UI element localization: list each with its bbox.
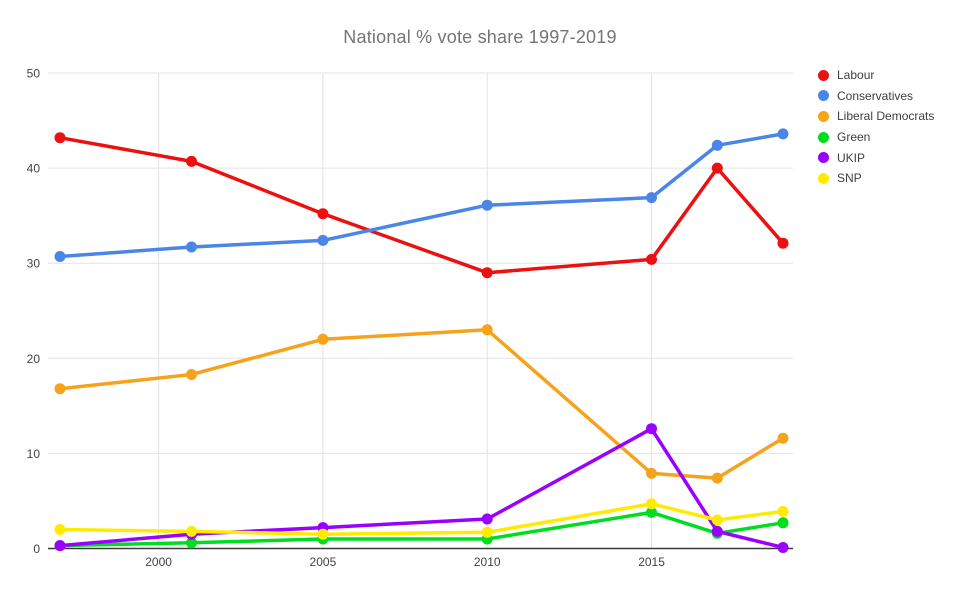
data-point-conservatives-2010[interactable] bbox=[481, 199, 493, 211]
data-point-snp-2017[interactable] bbox=[711, 514, 723, 526]
data-point-snp-1997[interactable] bbox=[54, 524, 66, 535]
y-tick-label-0: 0 bbox=[33, 542, 40, 556]
data-point-snp-2005[interactable] bbox=[317, 528, 329, 540]
data-point-ukip-2017[interactable] bbox=[711, 525, 723, 537]
legend-label-ukip: UKIP bbox=[837, 150, 866, 165]
legend-swatch-icon-snp bbox=[818, 172, 829, 184]
legend-swatch-icon-labour bbox=[818, 69, 829, 81]
legend-label-liberal-democrats: Liberal Democrats bbox=[837, 109, 935, 124]
series-line-labour bbox=[58, 135, 785, 275]
data-point-labour-1997[interactable] bbox=[54, 132, 66, 144]
legend-item-liberal-democrats: Liberal Democrats bbox=[818, 106, 958, 127]
data-point-liberal-democrats-2017[interactable] bbox=[711, 472, 723, 484]
data-point-ukip-2010[interactable] bbox=[481, 513, 493, 525]
data-point-green-2001[interactable] bbox=[186, 537, 197, 549]
data-point-liberal-democrats-2019[interactable] bbox=[777, 432, 789, 444]
data-point-liberal-democrats-2001[interactable] bbox=[186, 369, 197, 380]
data-point-conservatives-2005[interactable] bbox=[317, 234, 329, 246]
legend: Labour Conservatives Liberal Democrats Gree… bbox=[818, 65, 958, 189]
x-tick-label-2015: 2015 bbox=[638, 555, 665, 569]
legend-label-conservatives: Conservatives bbox=[837, 88, 914, 103]
data-point-liberal-democrats-1997[interactable] bbox=[54, 383, 66, 395]
data-point-snp-2010[interactable] bbox=[481, 526, 493, 538]
data-point-ukip-1997[interactable] bbox=[54, 540, 66, 552]
data-point-labour-2005[interactable] bbox=[317, 208, 329, 220]
chart-title: National % vote share 1997-2019 bbox=[343, 27, 617, 47]
legend-item-ukip: UKIP bbox=[818, 147, 958, 168]
data-point-green-2019[interactable] bbox=[777, 517, 789, 529]
data-point-conservatives-2019[interactable] bbox=[777, 128, 789, 140]
data-point-labour-2019[interactable] bbox=[777, 237, 789, 249]
y-tick-label-30: 30 bbox=[27, 257, 41, 271]
x-tick-label-2005: 2005 bbox=[310, 555, 337, 569]
legend-label-snp: SNP bbox=[837, 171, 862, 186]
series-line-green bbox=[58, 510, 785, 548]
y-tick-label-40: 40 bbox=[27, 162, 41, 176]
y-tick-label-50: 50 bbox=[27, 67, 41, 81]
data-point-labour-2010[interactable] bbox=[481, 267, 493, 279]
legend-item-labour: Labour bbox=[818, 65, 958, 86]
y-tick-label-10: 10 bbox=[27, 447, 41, 461]
legend-item-green: Green bbox=[818, 127, 958, 148]
data-point-labour-2015[interactable] bbox=[646, 253, 657, 265]
data-point-ukip-2019[interactable] bbox=[777, 542, 789, 553]
data-point-snp-2019[interactable] bbox=[777, 505, 789, 517]
y-tick-label-20: 20 bbox=[27, 352, 41, 366]
series-line-conservatives bbox=[58, 132, 785, 259]
x-tick-label-2000: 2000 bbox=[145, 555, 172, 569]
data-point-ukip-2015[interactable] bbox=[646, 423, 657, 435]
x-tick-label-2010: 2010 bbox=[474, 555, 501, 569]
data-point-liberal-democrats-2010[interactable] bbox=[481, 324, 493, 336]
data-point-snp-2015[interactable] bbox=[646, 498, 657, 510]
legend-swatch-icon-liberal-democrats bbox=[818, 110, 829, 122]
legend-label-labour: Labour bbox=[837, 68, 875, 83]
legend-swatch-icon-conservatives bbox=[818, 90, 829, 102]
data-point-conservatives-2015[interactable] bbox=[646, 192, 657, 204]
data-point-conservatives-1997[interactable] bbox=[54, 251, 66, 262]
legend-swatch-icon-ukip bbox=[818, 152, 829, 164]
data-point-conservatives-2001[interactable] bbox=[186, 241, 197, 253]
legend-swatch-icon-green bbox=[818, 131, 829, 143]
data-point-conservatives-2017[interactable] bbox=[711, 139, 723, 151]
data-point-labour-2017[interactable] bbox=[711, 162, 723, 174]
series-line-liberal-democrats bbox=[58, 328, 785, 480]
data-point-green-2015[interactable] bbox=[646, 506, 657, 518]
legend-label-green: Green bbox=[837, 130, 871, 145]
data-point-snp-2001[interactable] bbox=[186, 525, 197, 537]
data-point-labour-2001[interactable] bbox=[186, 155, 197, 167]
data-point-liberal-democrats-2015[interactable] bbox=[646, 467, 657, 479]
legend-item-conservatives: Conservatives bbox=[818, 86, 958, 107]
legend-item-snp: SNP bbox=[818, 168, 958, 189]
data-point-liberal-democrats-2005[interactable] bbox=[317, 333, 329, 345]
